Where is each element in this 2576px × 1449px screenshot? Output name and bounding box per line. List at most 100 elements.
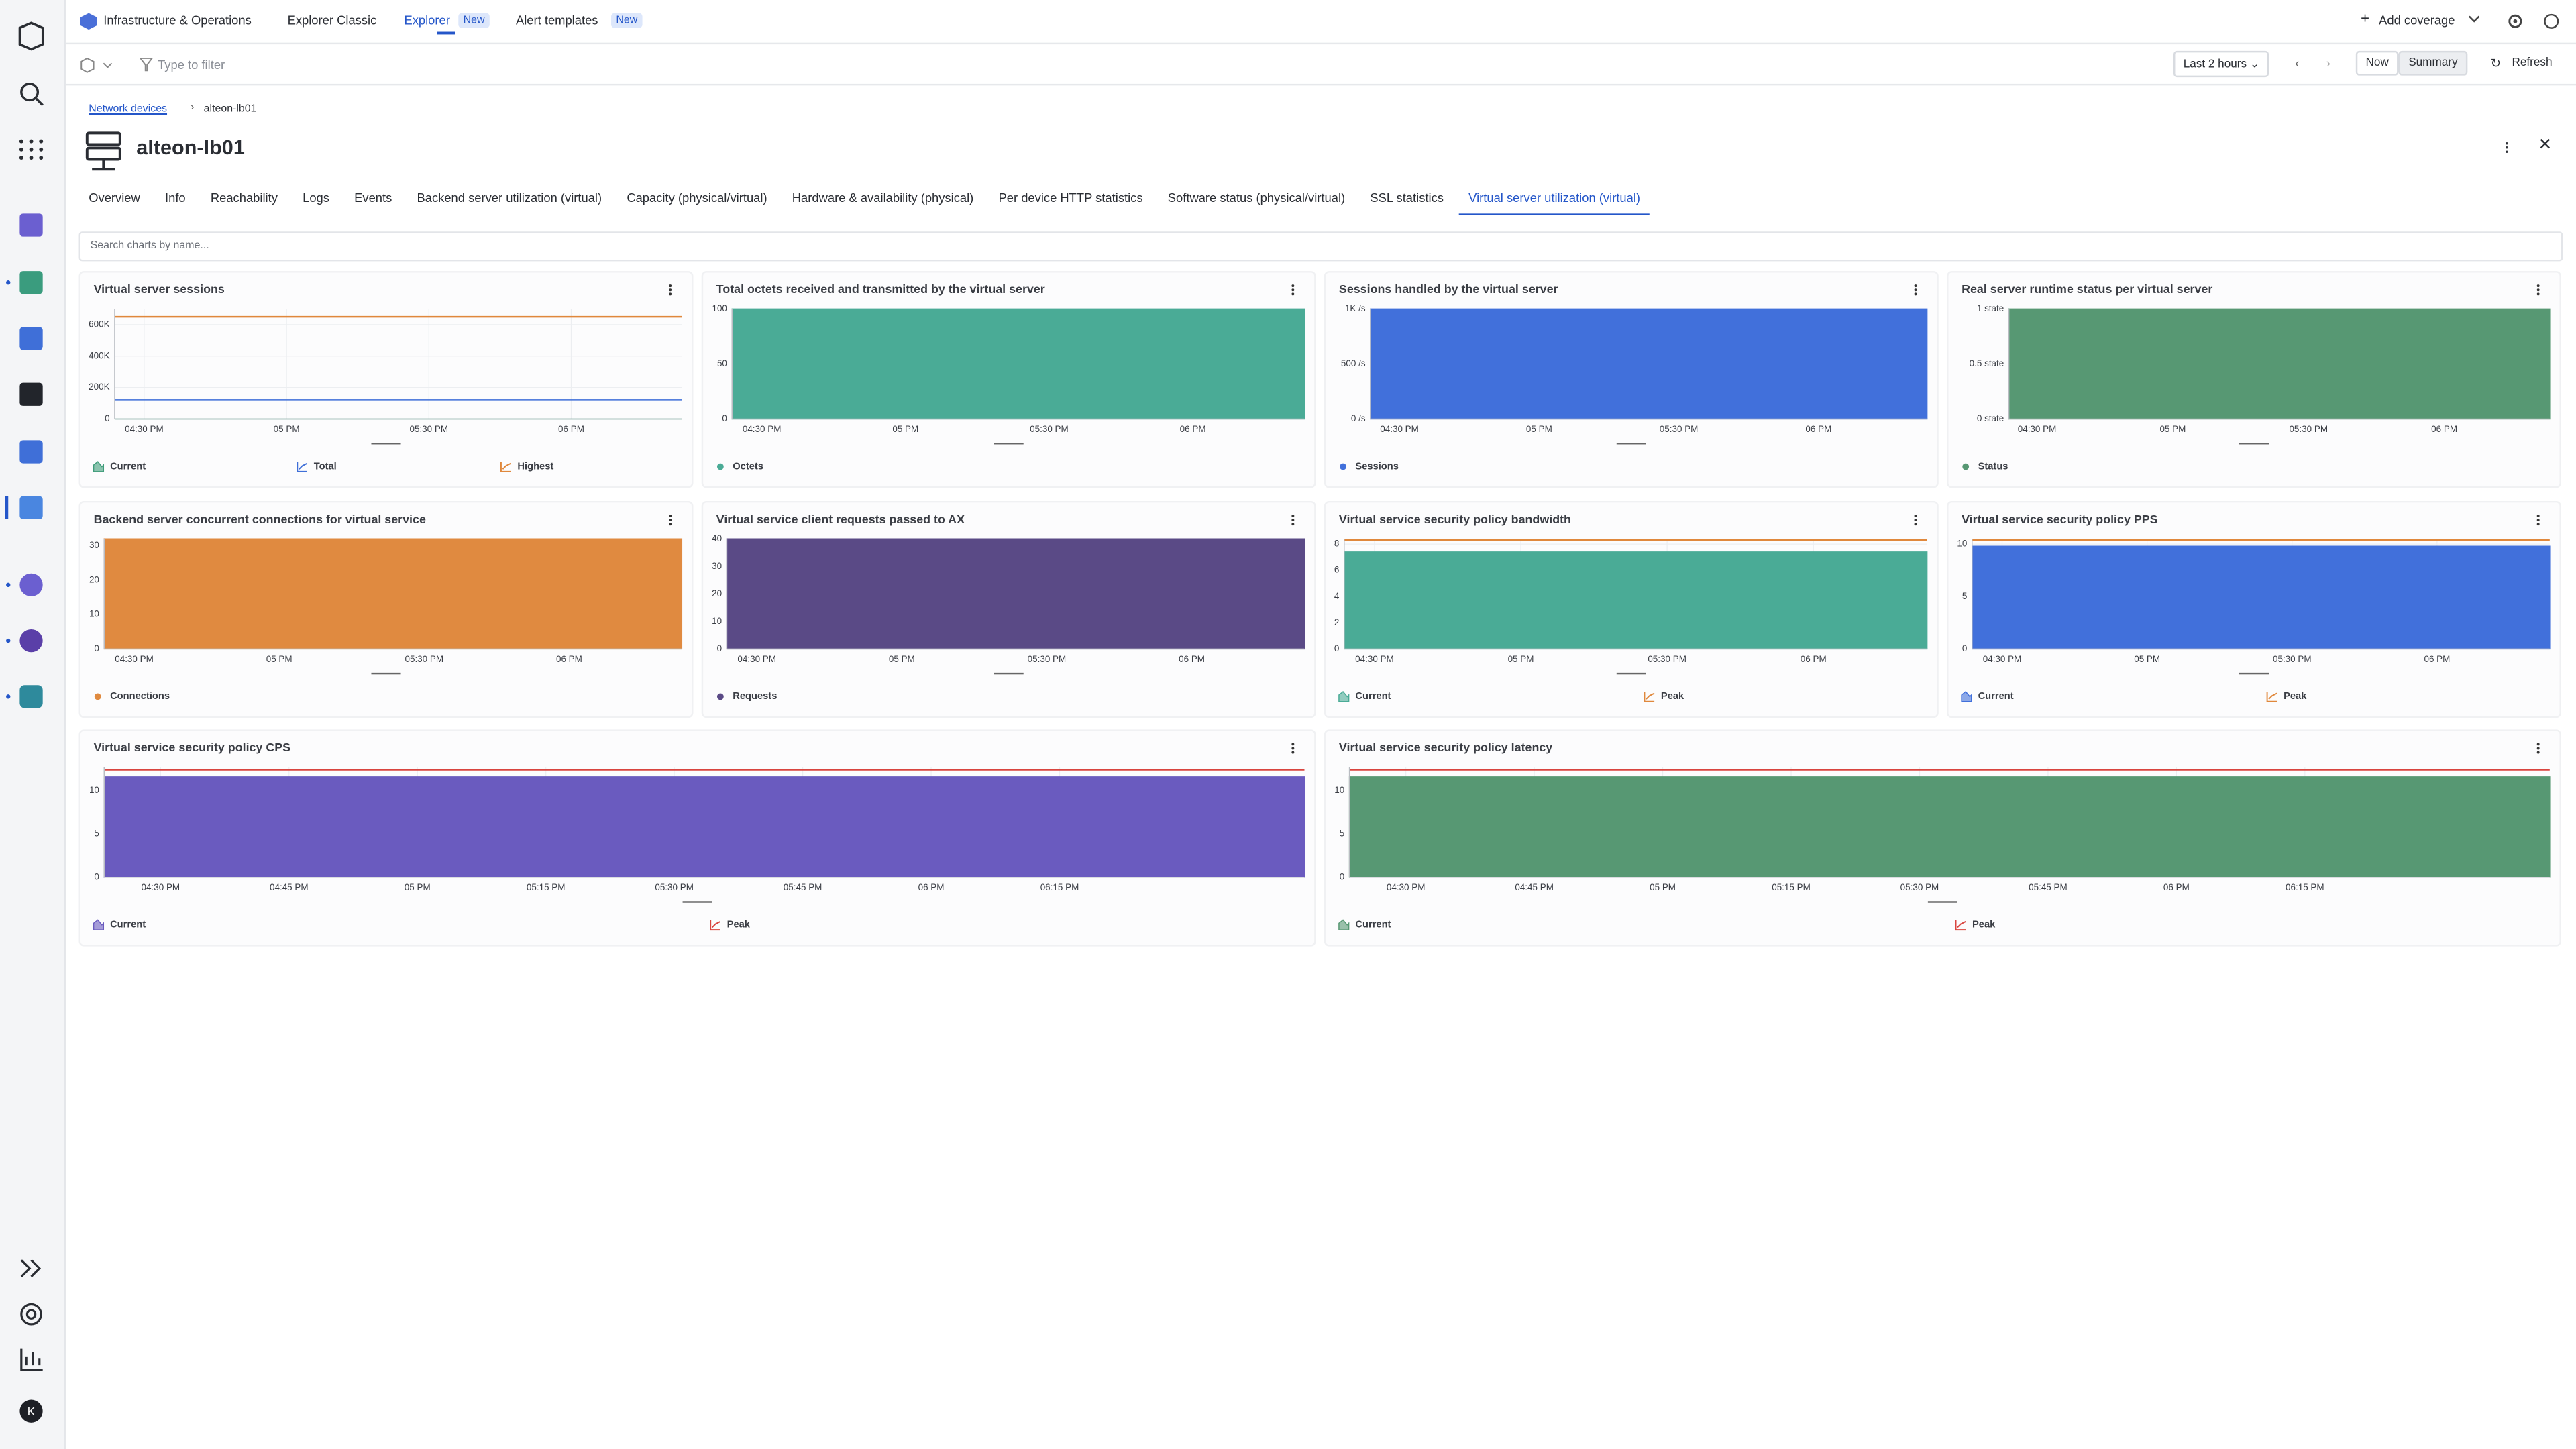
app-icon[interactable] — [19, 685, 43, 708]
legend-label[interactable]: Sessions — [1355, 461, 1399, 472]
chart-menu-dot[interactable] — [1291, 747, 1295, 750]
stats-icon[interactable] — [20, 1348, 43, 1372]
legend-label[interactable]: Peak — [727, 920, 751, 930]
add-coverage-button[interactable]: Add coverage — [2379, 13, 2455, 28]
chart-menu-dot[interactable] — [2536, 284, 2540, 288]
tab[interactable]: Backend server utilization (virtual) — [417, 191, 602, 206]
app-icon[interactable] — [19, 440, 43, 464]
tab[interactable]: Overview — [89, 191, 140, 206]
chart-menu-dot[interactable] — [1291, 292, 1295, 296]
legend-label[interactable]: Octets — [733, 461, 763, 472]
nav-tab[interactable]: Alert templates — [515, 13, 598, 28]
settings-icon[interactable] — [2507, 13, 2523, 30]
apps-icon[interactable] — [19, 139, 44, 160]
app-icon[interactable] — [19, 213, 43, 237]
chart-menu-dot[interactable] — [669, 284, 672, 288]
chart-menu-dot[interactable] — [1291, 743, 1295, 746]
next-button[interactable]: › — [2326, 56, 2330, 71]
now-button[interactable]: Now — [2355, 50, 2399, 76]
tab[interactable]: Per device HTTP statistics — [998, 191, 1143, 206]
chart-menu-dot[interactable] — [669, 523, 672, 526]
legend-label[interactable]: Current — [110, 461, 146, 472]
legend-label[interactable]: Current — [1978, 691, 2014, 702]
tab[interactable]: Capacity (physical/virtual) — [627, 191, 767, 206]
legend-label[interactable]: Current — [110, 920, 146, 930]
chart-menu-dot[interactable] — [1914, 292, 1917, 296]
refresh-button[interactable]: Refresh — [2512, 57, 2553, 69]
legend-label[interactable]: Total — [314, 461, 337, 472]
chart-menu-dot[interactable] — [1291, 288, 1295, 292]
tab[interactable]: Logs — [303, 191, 329, 206]
chart-search[interactable]: Search charts by name... — [78, 231, 2563, 262]
chart-menu-dot[interactable] — [1914, 523, 1917, 526]
scroll-handle[interactable] — [371, 443, 401, 445]
app-icon[interactable] — [19, 271, 43, 294]
chart-menu-dot[interactable] — [669, 519, 672, 522]
scroll-handle[interactable] — [371, 672, 401, 675]
tab[interactable]: Software status (physical/virtual) — [1167, 191, 1346, 206]
legend-label[interactable]: Peak — [1972, 920, 1996, 930]
segment-picker[interactable] — [80, 57, 117, 74]
chart-menu-dot[interactable] — [1914, 519, 1917, 522]
tab[interactable]: Info — [165, 191, 186, 206]
legend-label[interactable]: Connections — [110, 691, 170, 702]
chart-menu-dot[interactable] — [2536, 292, 2540, 296]
legend-label[interactable]: Highest — [517, 461, 553, 472]
legend-label[interactable]: Peak — [2284, 691, 2307, 702]
breadcrumb-link[interactable]: Network devices — [89, 103, 168, 115]
timeframe-button[interactable]: Last 2 hours ⌄ — [2174, 50, 2269, 78]
close-button[interactable]: ✕ — [2538, 136, 2553, 155]
scroll-handle[interactable] — [1616, 672, 1646, 675]
filter-input[interactable]: Type to filter — [158, 57, 225, 72]
tab[interactable]: Reachability — [210, 191, 278, 206]
tab[interactable]: Virtual server utilization (virtual) — [1458, 191, 1651, 215]
scroll-handle[interactable] — [1927, 901, 1957, 903]
chart-menu-dot[interactable] — [1291, 515, 1295, 517]
chart-menu-dot[interactable] — [2536, 523, 2540, 526]
search-icon[interactable] — [20, 83, 40, 102]
chart-menu-dot[interactable] — [2536, 515, 2540, 517]
chart-menu-dot[interactable] — [2536, 747, 2540, 750]
scroll-handle[interactable] — [994, 672, 1024, 675]
app-icon[interactable] — [19, 629, 43, 653]
legend-label[interactable]: Current — [1355, 691, 1391, 702]
chart-menu-dot[interactable] — [1914, 288, 1917, 292]
legend-label[interactable]: Requests — [733, 691, 777, 702]
chart-menu-dot[interactable] — [669, 515, 672, 517]
chart-menu-dot[interactable] — [1914, 284, 1917, 288]
scroll-handle[interactable] — [1616, 443, 1646, 445]
legend-label[interactable]: Status — [1978, 461, 2008, 472]
scroll-handle[interactable] — [994, 443, 1024, 445]
app-name[interactable]: Infrastructure & Operations — [103, 13, 252, 28]
chart-menu-dot[interactable] — [1914, 515, 1917, 517]
scroll-handle[interactable] — [2239, 443, 2269, 445]
scroll-handle[interactable] — [2239, 672, 2269, 675]
legend-label[interactable]: Current — [1355, 920, 1391, 930]
tab[interactable]: Hardware & availability (physical) — [792, 191, 974, 206]
chart-menu-dot[interactable] — [2536, 751, 2540, 754]
chart-menu-dot[interactable] — [1291, 284, 1295, 288]
expand-icon[interactable] — [20, 1259, 42, 1277]
chart-menu-dot[interactable] — [1291, 519, 1295, 522]
tab[interactable]: Events — [354, 191, 392, 206]
scroll-handle[interactable] — [682, 901, 712, 903]
nav-tab-active[interactable]: Explorer — [404, 13, 450, 28]
app-icon[interactable] — [19, 496, 43, 519]
logo-icon[interactable] — [18, 21, 44, 51]
help-icon[interactable] — [2543, 13, 2559, 30]
chart-menu-dot[interactable] — [2536, 743, 2540, 746]
chart-menu-dot[interactable] — [2536, 519, 2540, 522]
previous-button[interactable]: ‹ — [2295, 56, 2300, 71]
user-avatar[interactable] — [19, 1399, 43, 1423]
help-icon[interactable] — [20, 1303, 42, 1326]
tab[interactable]: SSL statistics — [1370, 191, 1444, 206]
entity-menu[interactable]: ⋮ — [2500, 140, 2513, 155]
legend-label[interactable]: Peak — [1661, 691, 1684, 702]
app-icon[interactable] — [19, 573, 43, 596]
nav-tab[interactable]: Explorer Classic — [287, 13, 377, 28]
chart-menu-dot[interactable] — [1291, 523, 1295, 526]
chart-menu-dot[interactable] — [669, 292, 672, 296]
summary-button[interactable]: Summary — [2398, 50, 2468, 76]
chart-menu-dot[interactable] — [1291, 751, 1295, 754]
chart-menu-dot[interactable] — [669, 288, 672, 292]
